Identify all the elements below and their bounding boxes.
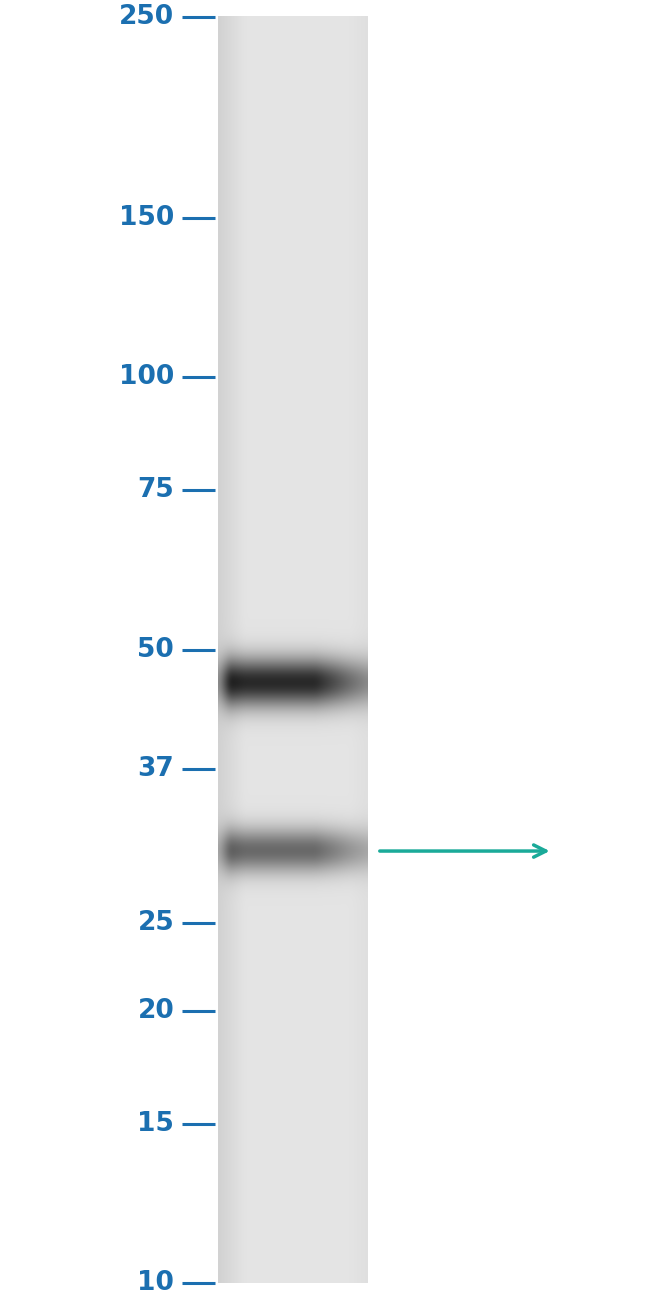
Text: 25: 25 bbox=[137, 910, 174, 936]
Text: 15: 15 bbox=[137, 1112, 174, 1138]
Text: 20: 20 bbox=[137, 997, 174, 1023]
Text: 100: 100 bbox=[119, 364, 174, 390]
Text: 10: 10 bbox=[137, 1270, 174, 1296]
Text: 50: 50 bbox=[137, 637, 174, 663]
Text: 37: 37 bbox=[137, 755, 174, 781]
Text: 250: 250 bbox=[119, 4, 174, 30]
Text: 150: 150 bbox=[119, 204, 174, 230]
Text: 75: 75 bbox=[137, 477, 174, 503]
